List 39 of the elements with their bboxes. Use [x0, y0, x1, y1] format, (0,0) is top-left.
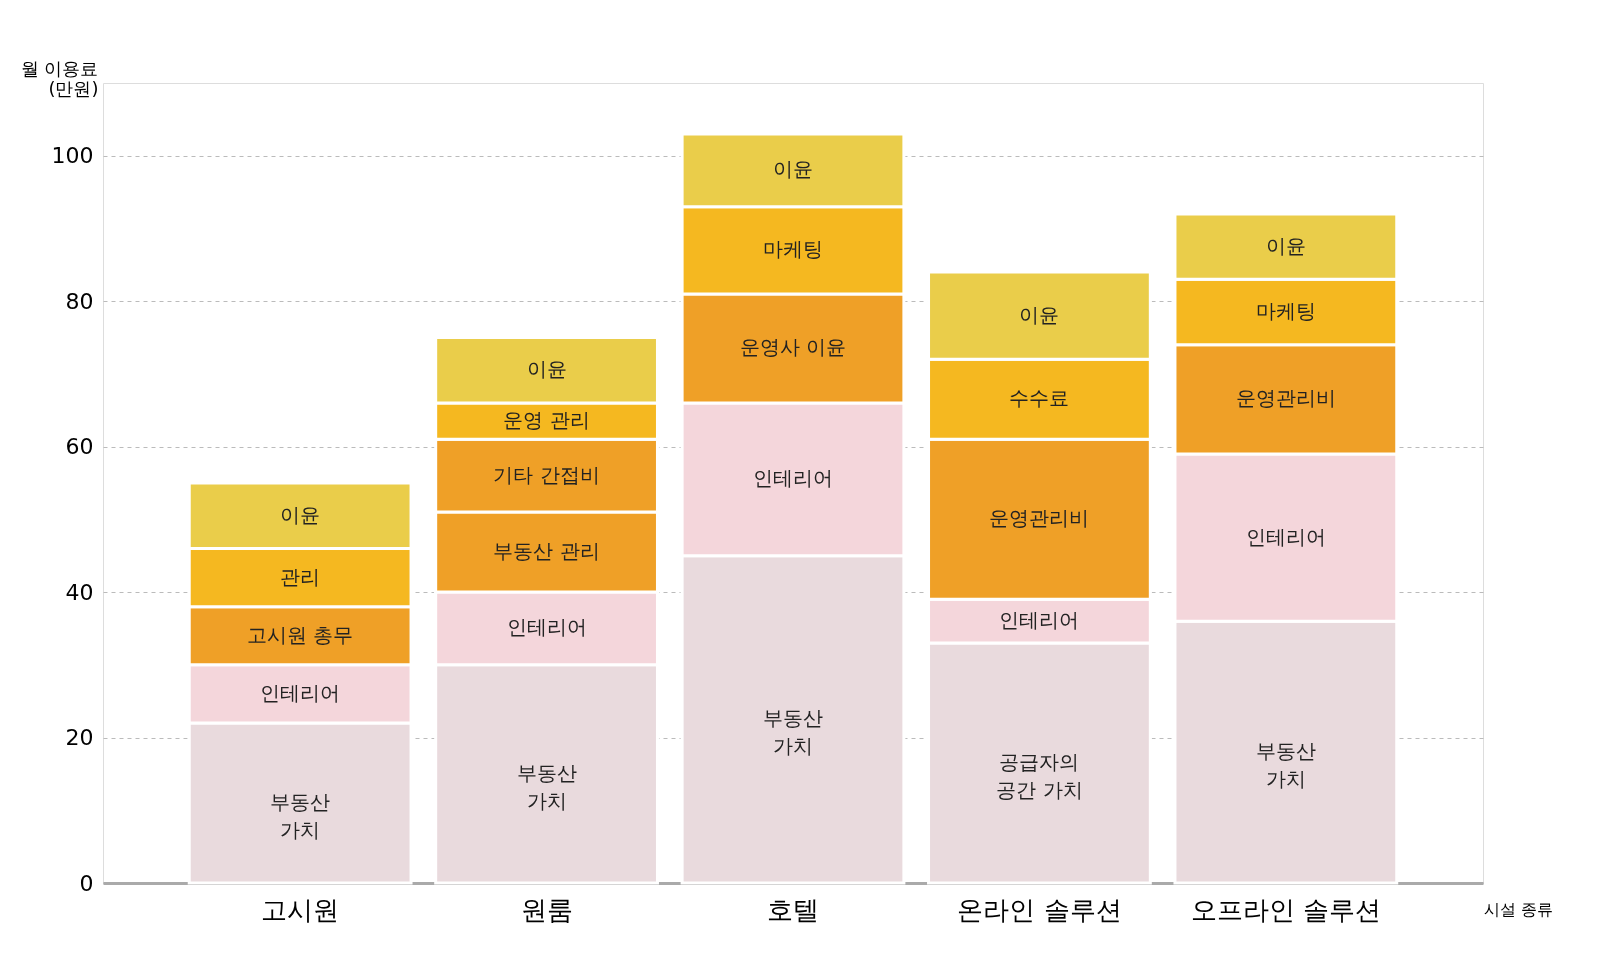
data-label: 이윤 — [526, 357, 567, 382]
data-label: 인테리어 — [753, 466, 833, 491]
data-label: 공급자의 공간 가치 — [996, 750, 1083, 802]
x-tick-label: 오프라인 솔루션 — [1190, 894, 1381, 925]
data-label: 이윤 — [773, 157, 813, 182]
x-tick-label: 고시원 — [261, 894, 340, 925]
data-label: 이윤 — [280, 502, 321, 527]
y-axis-title: 월 이용료 (만원) — [20, 57, 99, 99]
y-tick-label: 60 — [65, 434, 94, 460]
x-tick-label: 원룸 — [520, 894, 573, 925]
data-label: 기타 간접비 — [493, 462, 600, 487]
data-label: 운영사 이윤 — [739, 335, 847, 360]
x-tick-label: 온라인 솔루션 — [957, 894, 1122, 925]
y-tick-label: 40 — [65, 579, 94, 605]
x-axis-title: 시설 종류 — [1484, 899, 1554, 919]
data-label: 인테리어 — [999, 608, 1080, 633]
data-label: 운영관리비 — [1235, 386, 1336, 411]
data-label: 운영관리비 — [989, 506, 1090, 531]
data-label: 인테리어 — [506, 615, 587, 640]
data-label: 인테리어 — [260, 680, 341, 705]
data-label: 부동산 가치 — [763, 706, 823, 759]
data-label: 부동산 관리 — [493, 539, 600, 564]
data-label: 부동산 가치 — [516, 760, 577, 813]
data-label: 마케팅 — [1255, 299, 1316, 324]
data-label: 부동산 가치 — [1255, 739, 1316, 792]
data-label: 마케팅 — [763, 237, 823, 262]
data-label: 고시원 총무 — [246, 622, 354, 647]
y-tick-label: 100 — [51, 143, 94, 169]
data-label: 관리 — [280, 564, 321, 589]
data-label: 이윤 — [1265, 233, 1306, 258]
data-label: 운영 관리 — [503, 408, 590, 433]
data-label: 이윤 — [1019, 302, 1060, 327]
x-tick-label: 호텔 — [767, 894, 819, 925]
y-tick-label: 80 — [65, 288, 94, 314]
data-label: 수수료 — [1009, 386, 1070, 411]
data-label: 인테리어 — [1245, 524, 1326, 549]
y-tick-label: 0 — [79, 870, 94, 896]
y-tick-label: 20 — [65, 725, 94, 751]
data-label: 부동산 가치 — [270, 790, 331, 842]
